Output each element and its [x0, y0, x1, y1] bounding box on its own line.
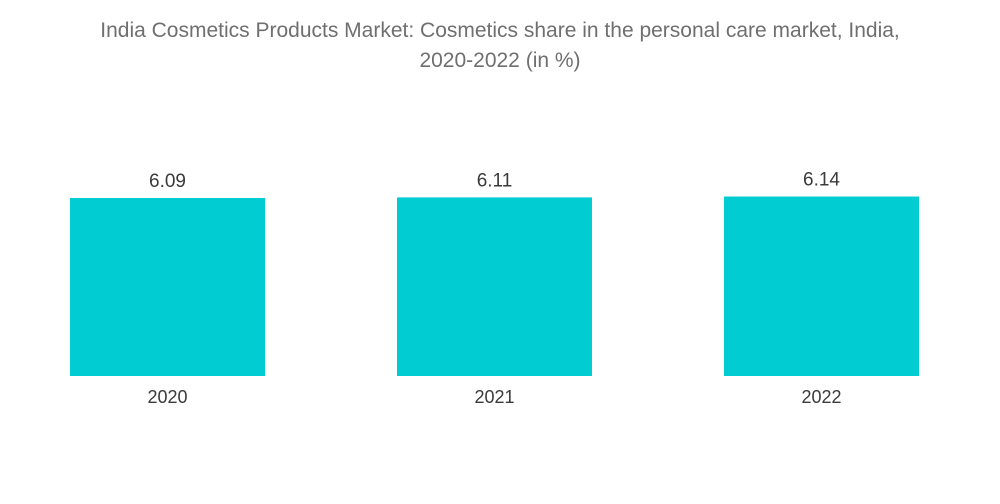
value-label-2020: 6.09: [149, 171, 186, 192]
value-label-2021: 6.11: [477, 170, 513, 191]
bar-2022: [724, 196, 919, 376]
category-label-2022: 2022: [801, 387, 841, 407]
value-labels-group: 6.09 6.11 6.14: [149, 170, 840, 192]
category-label-2021: 2021: [474, 387, 514, 407]
value-label-2022: 6.14: [803, 170, 840, 191]
bar-2020: [70, 198, 265, 376]
chart-title-line-2: 2020-2022 (in %): [419, 49, 581, 72]
category-label-2020: 2020: [147, 387, 187, 407]
bar-2021: [397, 197, 592, 376]
category-labels-group: 2020 2021 2022: [147, 387, 841, 407]
bars-group: [70, 196, 919, 376]
chart-title-line-1: India Cosmetics Products Market: Cosmeti…: [100, 19, 900, 42]
chart-title: India Cosmetics Products Market: Cosmeti…: [0, 16, 1000, 76]
